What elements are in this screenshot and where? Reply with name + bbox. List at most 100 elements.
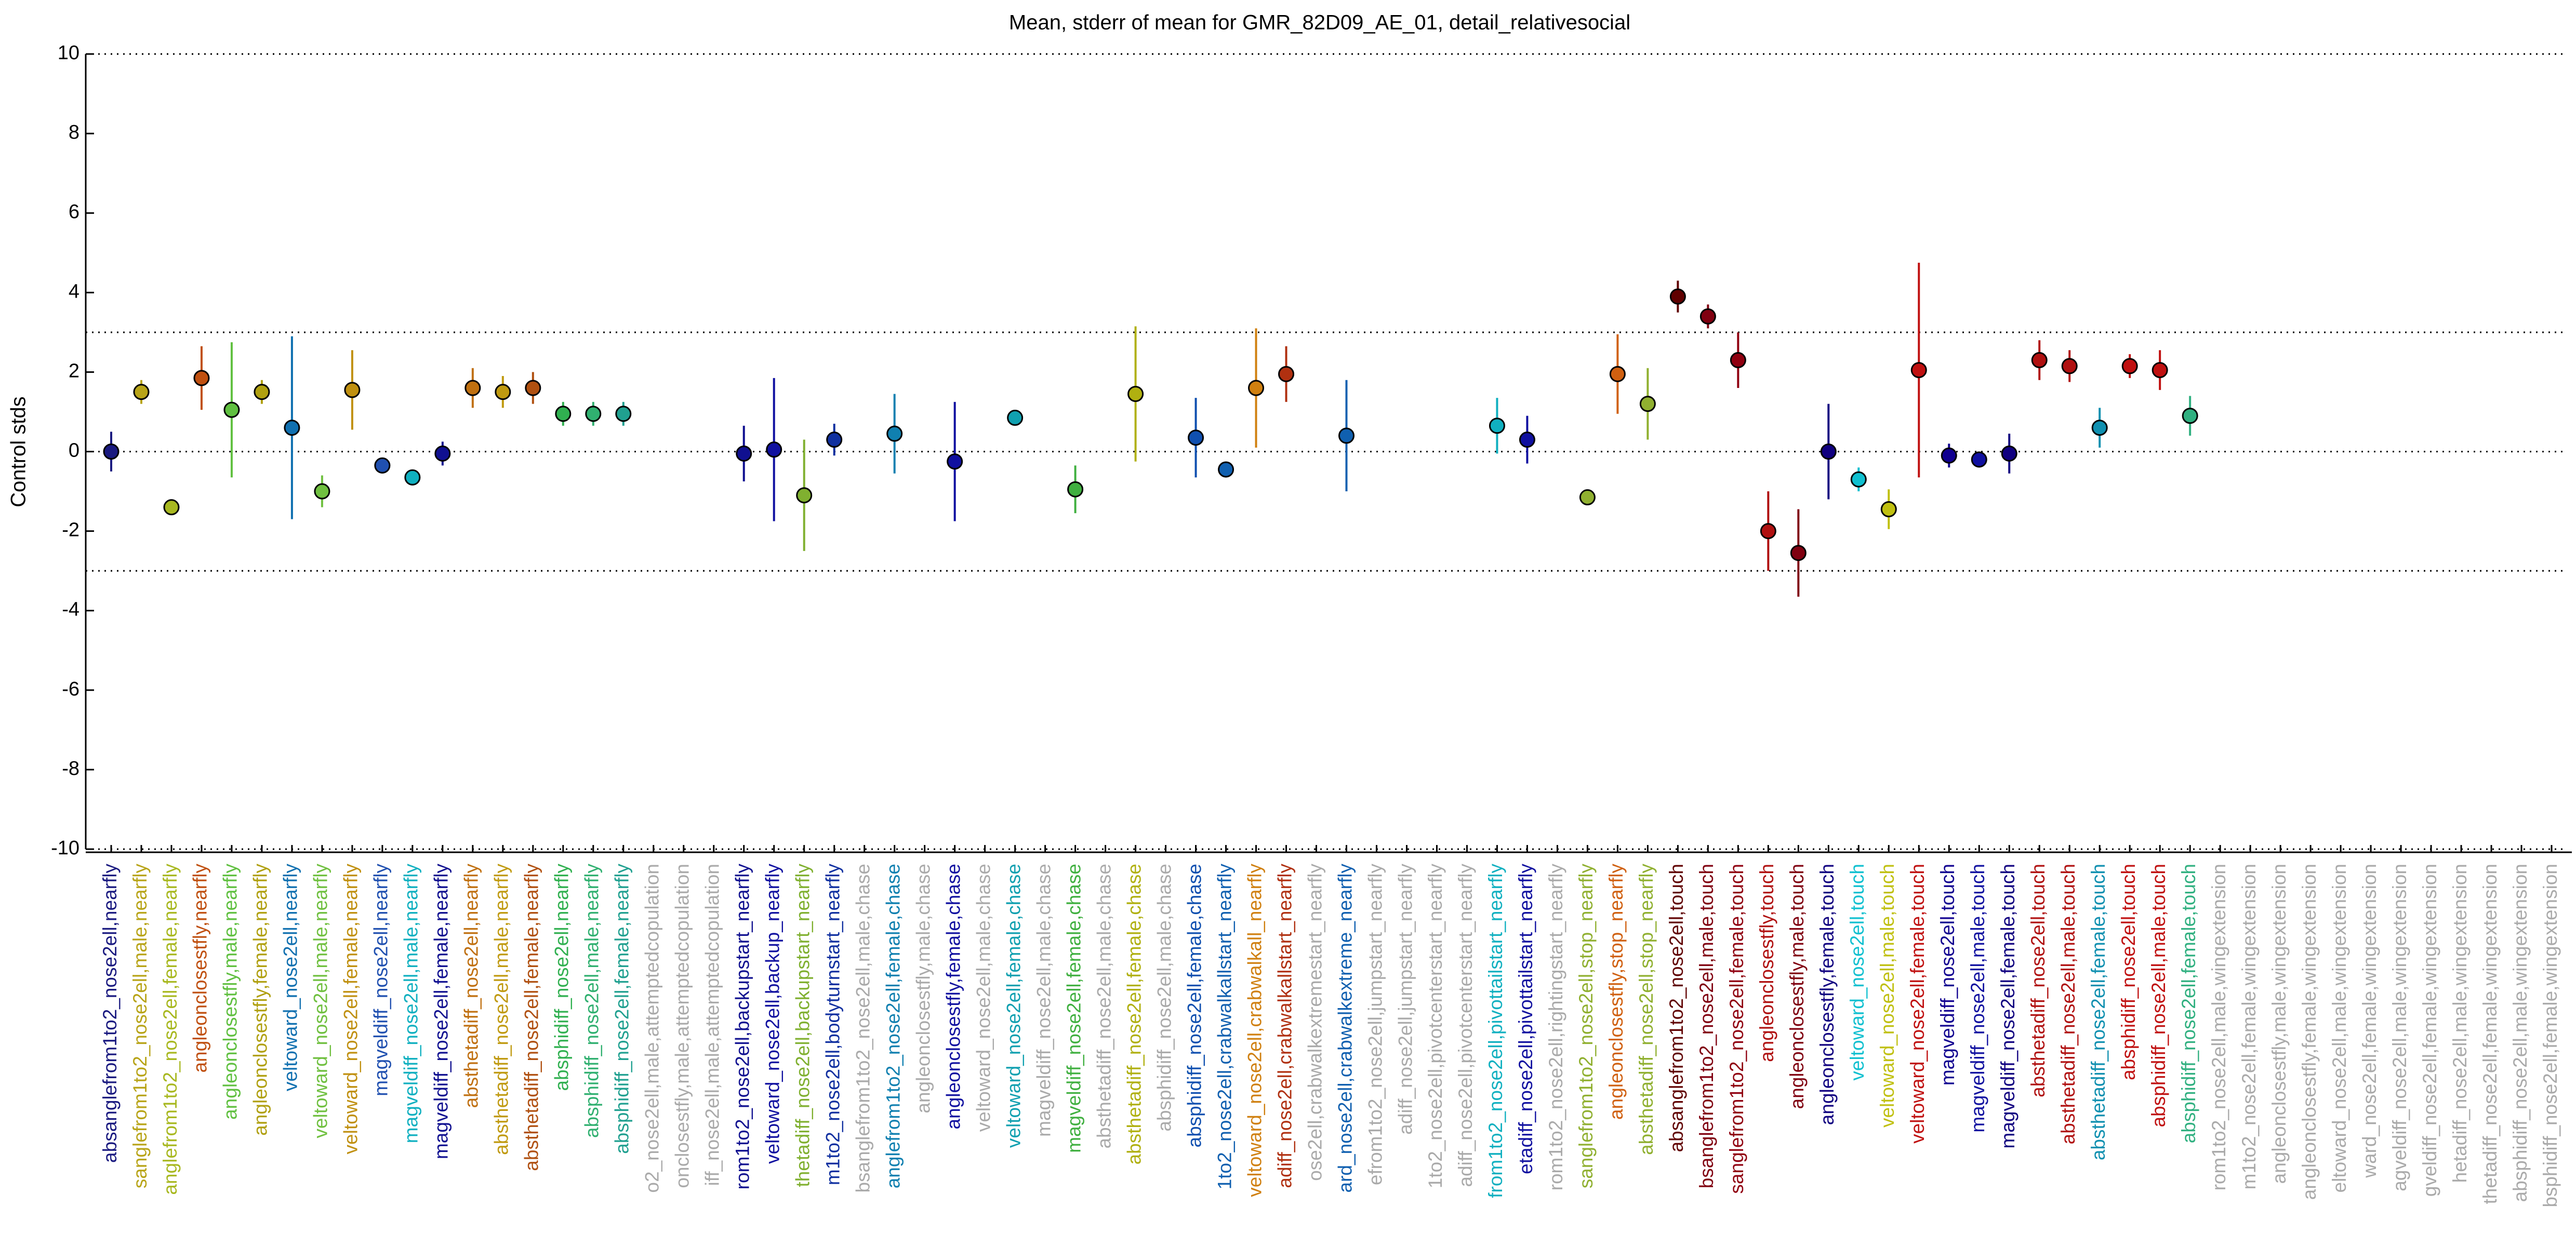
y-tick-label: 10 — [58, 42, 79, 64]
mean-point — [1639, 396, 1656, 412]
mean-point — [374, 457, 391, 474]
x-tick-label: rom1to2_nose2ell,male,wingextension — [2208, 864, 2229, 1190]
x-tick-label: sanglefrom1to2_nose2ell,stop_nearfly — [1575, 864, 1597, 1189]
x-tick-label: absanglefrom1to2_nose2ell,touch — [1666, 864, 1687, 1152]
x-tick-label: absthetadiff_nose2ell,male,nearfly — [491, 864, 512, 1155]
mean-point — [1489, 418, 1505, 434]
mean-point — [1248, 380, 1265, 396]
y-tick-label: -10 — [51, 837, 79, 859]
x-tick-label: agveldiff_nose2ell,male,wingextension — [2389, 864, 2410, 1191]
mean-point — [1669, 288, 1686, 305]
mean-point — [766, 441, 782, 458]
mean-point — [163, 499, 180, 516]
x-tick-label: bsanglefrom1to2_nose2ell,male,touch — [1696, 864, 1717, 1188]
mean-point — [796, 487, 813, 504]
mean-point — [826, 432, 843, 448]
mean-point — [2121, 358, 2138, 374]
x-tick-label: veltoward_nose2ell,crabwalkall_nearfly — [1244, 864, 1265, 1197]
y-tick-label: -2 — [62, 519, 79, 541]
x-tick-label: magveldiff_nose2ell,male,nearfly — [401, 864, 422, 1144]
mean-point — [1699, 308, 1716, 325]
x-tick-label: absphidiff_nose2ell,touch — [2118, 864, 2139, 1080]
x-tick-label: sanglefrom1to2_nose2ell,male,nearfly — [129, 864, 151, 1189]
x-tick-label: absphidiff_nose2ell,male,wingextension — [2509, 864, 2531, 1202]
x-tick-label: veltoward_nose2ell,male,nearfly — [310, 864, 331, 1138]
x-tick-label: ose2ell,crabwalkextremestart_nearfly — [1304, 864, 1325, 1181]
mean-point — [344, 382, 361, 398]
mean-point — [495, 384, 511, 400]
mean-point — [1218, 461, 1234, 478]
mean-point — [2031, 352, 2048, 368]
x-tick-label: rom1to2_nose2ell,backupstart_nearfly — [732, 864, 753, 1190]
x-tick-label: absthetadiff_nose2ell,stop_nearfly — [1636, 864, 1657, 1155]
mean-point — [133, 384, 150, 400]
mean-point — [1338, 427, 1355, 444]
x-tick-label: angleonclosestfly,stop_nearfly — [1605, 864, 1627, 1120]
mean-point — [2182, 408, 2198, 424]
x-tick-label: bsphidiff_nose2ell,female,wingextension — [2540, 864, 2561, 1208]
x-tick-label: magveldiff_nose2ell,female,chase — [1063, 864, 1084, 1153]
x-tick-label: absphidiff_nose2ell,male,chase — [1153, 864, 1175, 1132]
mean-point — [464, 380, 481, 396]
x-tick-label: veltoward_nose2ell,female,chase — [1003, 864, 1024, 1148]
mean-point — [2001, 445, 2017, 462]
x-tick-label: veltoward_nose2ell,male,touch — [1877, 864, 1898, 1128]
x-tick-label: angleonclosestfly,female,touch — [1816, 864, 1838, 1125]
mean-point — [1067, 481, 1084, 498]
mean-point — [947, 453, 963, 470]
mean-point — [1790, 545, 1807, 561]
mean-point — [1941, 447, 1957, 464]
mean-point — [1760, 523, 1776, 540]
x-tick-label: angleonclosestfly,female,nearfly — [250, 864, 271, 1136]
mean-point — [555, 406, 572, 422]
x-tick-label: eltoward_nose2ell,male,wingextension — [2329, 864, 2350, 1193]
chart-title: Mean, stderr of mean for GMR_82D09_AE_01… — [1009, 11, 1630, 34]
x-tick-label: absphidiff_nose2ell,female,chase — [1184, 864, 1205, 1147]
y-tick-label: -4 — [62, 599, 79, 621]
x-tick-label: hetadiff_nose2ell,male,wingextension — [2449, 864, 2471, 1183]
x-tick-label: angleonclosestfly,nearfly — [190, 864, 211, 1073]
x-tick-label: adiff_nose2ell,pivotcenterstart_nearfly — [1455, 864, 1476, 1187]
x-tick-label: thetadiff_nose2ell,backupstart_nearfly — [792, 864, 813, 1187]
y-tick-label: 2 — [69, 360, 79, 382]
mean-point — [1820, 444, 1837, 460]
x-tick-label: m1to2_nose2ell,bodyturnstart_nearfly — [822, 864, 843, 1186]
x-tick-label: m1to2_nose2ell,female,wingextension — [2238, 864, 2260, 1189]
x-tick-label: from1to2_nose2ell,pivottailstart_nearfly — [1485, 864, 1506, 1198]
x-tick-label: adiff_nose2ell,jumpstart_nearfly — [1395, 864, 1416, 1135]
y-tick-label: 8 — [69, 122, 79, 143]
x-tick-label: angleonclosestfly,touch — [1756, 864, 1777, 1062]
mean-point — [1971, 451, 1987, 468]
x-tick-label: veltoward_nose2ell,backup_nearfly — [762, 864, 784, 1164]
y-tick-label: 0 — [69, 440, 79, 462]
y-tick-label: 6 — [69, 201, 79, 223]
mean-point — [103, 444, 119, 460]
x-tick-label: sanglefrom1to2_nose2ell,female,touch — [1726, 864, 1747, 1194]
x-tick-label: anglefrom1to2_nose2ell,female,nearfly — [160, 864, 181, 1195]
y-axis-label: Control stds — [7, 396, 30, 507]
mean-point — [615, 406, 632, 422]
x-tick-label: onclosestfly,male,attemptedcopulation — [672, 864, 693, 1188]
x-tick-label: efrom1to2_nose2ell,jumpstart_nearfly — [1364, 864, 1386, 1186]
x-tick-label: veltoward_nose2ell,female,nearfly — [340, 864, 362, 1155]
mean-point — [1730, 352, 1746, 368]
x-tick-label: absthetadiff_nose2ell,female,chase — [1123, 864, 1145, 1164]
x-tick-label: magveldiff_nose2ell,female,nearfly — [431, 864, 452, 1160]
mean-point — [1609, 366, 1626, 382]
x-tick-label: anglefrom1to2_nose2ell,female,chase — [882, 864, 904, 1188]
mean-point — [1188, 430, 1204, 446]
mean-point — [1579, 489, 1596, 506]
x-tick-label: absthetadiff_nose2ell,male,touch — [2057, 864, 2079, 1144]
mean-point — [1007, 409, 1024, 426]
x-tick-label: absphidiff_nose2ell,male,nearfly — [581, 864, 603, 1138]
x-tick-label: rom1to2_nose2ell,rightingstart_nearfly — [1545, 864, 1566, 1191]
x-tick-label: 1to2_nose2ell,pivotcenterstart_nearfly — [1425, 864, 1446, 1189]
x-tick-label: absphidiff_nose2ell,female,touch — [2178, 864, 2199, 1143]
x-tick-label: absthetadiff_nose2ell,female,touch — [2088, 864, 2109, 1160]
x-tick-label: absthetadiff_nose2ell,touch — [2027, 864, 2049, 1097]
x-tick-label: 1to2_nose2ell,crabwalkallstart_nearfly — [1214, 864, 1235, 1190]
x-tick-label: magveldiff_nose2ell,touch — [1937, 864, 1958, 1085]
x-tick-label: adiff_nose2ell,crabwalkallstart_nearfly — [1274, 864, 1295, 1188]
x-tick-label: magveldiff_nose2ell,male,chase — [1033, 864, 1054, 1137]
